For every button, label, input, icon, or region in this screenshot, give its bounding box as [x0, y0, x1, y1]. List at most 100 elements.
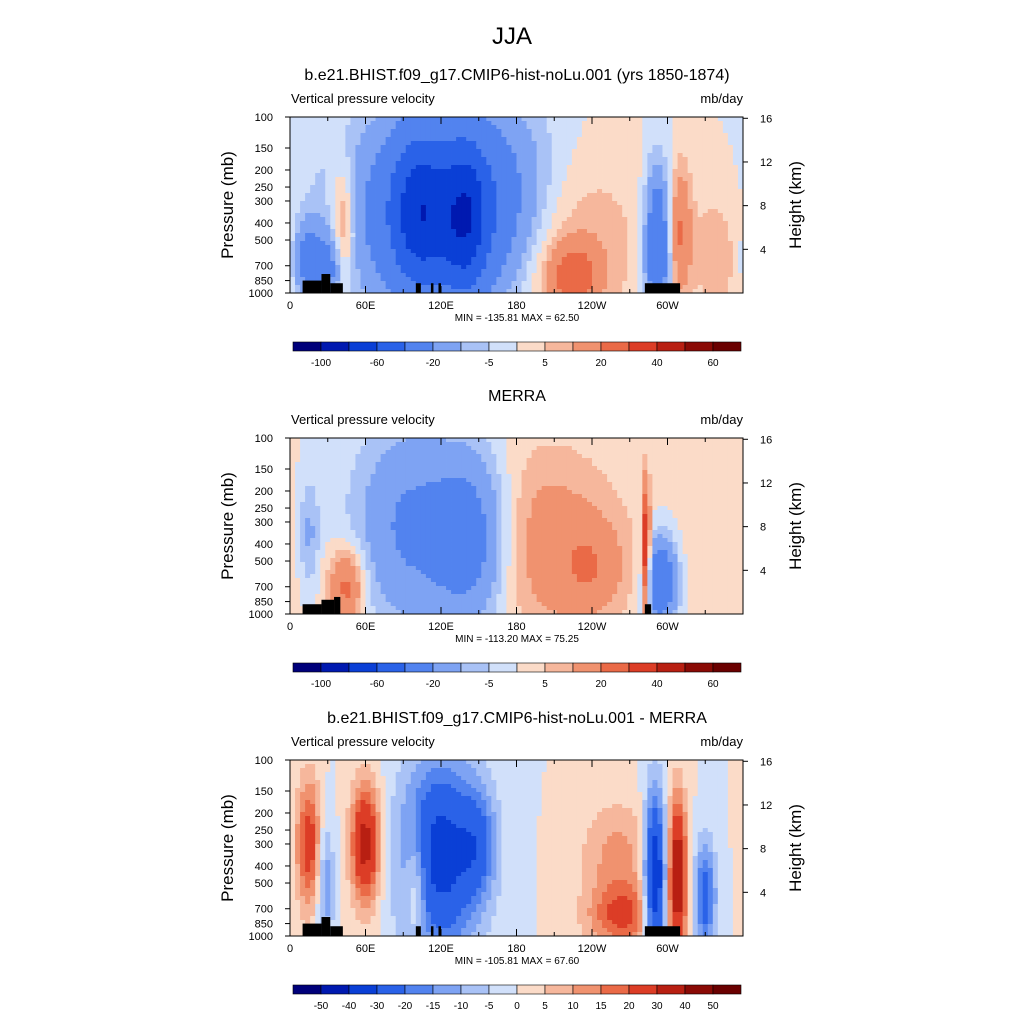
field-cell: [310, 201, 316, 206]
field-cell: [541, 181, 548, 186]
field-cell: [637, 281, 643, 286]
field-cell: [476, 470, 482, 475]
field-cell: [330, 261, 336, 266]
field-cell: [330, 265, 336, 270]
field-cell: [471, 438, 477, 443]
field-cell: [375, 241, 381, 246]
field-cell: [350, 165, 356, 170]
field-cell: [290, 281, 296, 286]
field-cell: [622, 145, 628, 150]
field-cell: [712, 125, 719, 130]
field-cell: [330, 249, 336, 254]
field-cell: [325, 474, 331, 479]
field-cell: [576, 153, 583, 158]
field-cell: [355, 450, 361, 455]
field-cell: [571, 229, 578, 234]
field-cell: [375, 446, 381, 451]
field-cell: [340, 157, 346, 162]
field-cell: [435, 253, 442, 258]
field-cell: [531, 181, 538, 186]
field-cell: [320, 466, 326, 471]
field-cell: [707, 117, 714, 122]
field-cell: [435, 221, 442, 226]
field-cell: [622, 173, 628, 178]
field-cell: [335, 125, 341, 130]
field-cell: [561, 173, 568, 178]
field-cell: [546, 454, 553, 459]
field-cell: [531, 470, 538, 475]
field-cell: [295, 257, 301, 262]
field-cell: [536, 221, 543, 226]
field-cell: [390, 193, 397, 198]
field-cell: [662, 117, 668, 122]
field-cell: [385, 442, 392, 447]
field-cell: [722, 241, 729, 246]
field-cell: [637, 145, 643, 150]
field-cell: [541, 137, 548, 142]
field-cell: [722, 281, 729, 286]
field-cell: [335, 121, 341, 126]
field-cell: [667, 253, 673, 258]
field-cell: [712, 229, 719, 234]
field-cell: [325, 233, 331, 238]
field-cell: [712, 137, 719, 142]
field-cell: [300, 233, 306, 238]
field-cell: [627, 458, 633, 463]
field-cell: [607, 273, 613, 278]
field-cell: [420, 265, 427, 270]
field-cell: [330, 442, 336, 447]
field-cell: [420, 201, 427, 206]
field-cell: [637, 153, 643, 158]
field-cell: [310, 233, 316, 238]
field-cell: [687, 201, 694, 206]
field-cell: [632, 446, 638, 451]
field-cell: [511, 454, 517, 459]
field-cell: [441, 153, 447, 158]
field-cell: [707, 229, 714, 234]
field-cell: [541, 169, 548, 174]
field-cell: [360, 225, 366, 230]
field-cell: [657, 189, 663, 194]
field-cell: [481, 281, 487, 286]
field-cell: [697, 273, 704, 278]
field-cell: [526, 197, 532, 202]
field-cell: [506, 277, 512, 282]
field-cell: [305, 117, 311, 122]
field-cell: [712, 197, 719, 202]
field-cell: [390, 281, 397, 286]
field-cell: [506, 185, 512, 190]
field-cell: [586, 245, 593, 250]
field-cell: [677, 221, 683, 226]
field-cell: [385, 265, 392, 270]
field-cell: [295, 217, 301, 222]
field-cell: [697, 257, 704, 262]
field-cell: [486, 233, 492, 238]
field-cell: [305, 245, 311, 250]
field-cell: [732, 257, 739, 262]
field-cell: [727, 201, 734, 206]
field-cell: [345, 221, 351, 226]
field-cell: [561, 462, 568, 467]
field-cell: [496, 173, 502, 178]
field-cell: [707, 185, 714, 190]
field-cell: [491, 129, 497, 134]
field-cell: [581, 253, 588, 258]
field-cell: [476, 221, 482, 226]
field-cell: [385, 253, 392, 258]
field-cell: [335, 165, 341, 170]
field-cell: [652, 213, 658, 218]
field-cell: [486, 474, 492, 479]
field-cell: [637, 273, 643, 278]
field-cell: [546, 446, 553, 451]
field-cell: [461, 237, 467, 242]
field-cell: [491, 229, 497, 234]
field-cell: [441, 225, 447, 230]
field-cell: [581, 149, 588, 154]
field-cell: [405, 245, 412, 250]
field-cell: [632, 237, 638, 242]
field-cell: [652, 446, 658, 451]
field-cell: [461, 233, 467, 238]
field-cell: [556, 470, 563, 475]
field-cell: [526, 217, 532, 222]
field-cell: [295, 157, 301, 162]
